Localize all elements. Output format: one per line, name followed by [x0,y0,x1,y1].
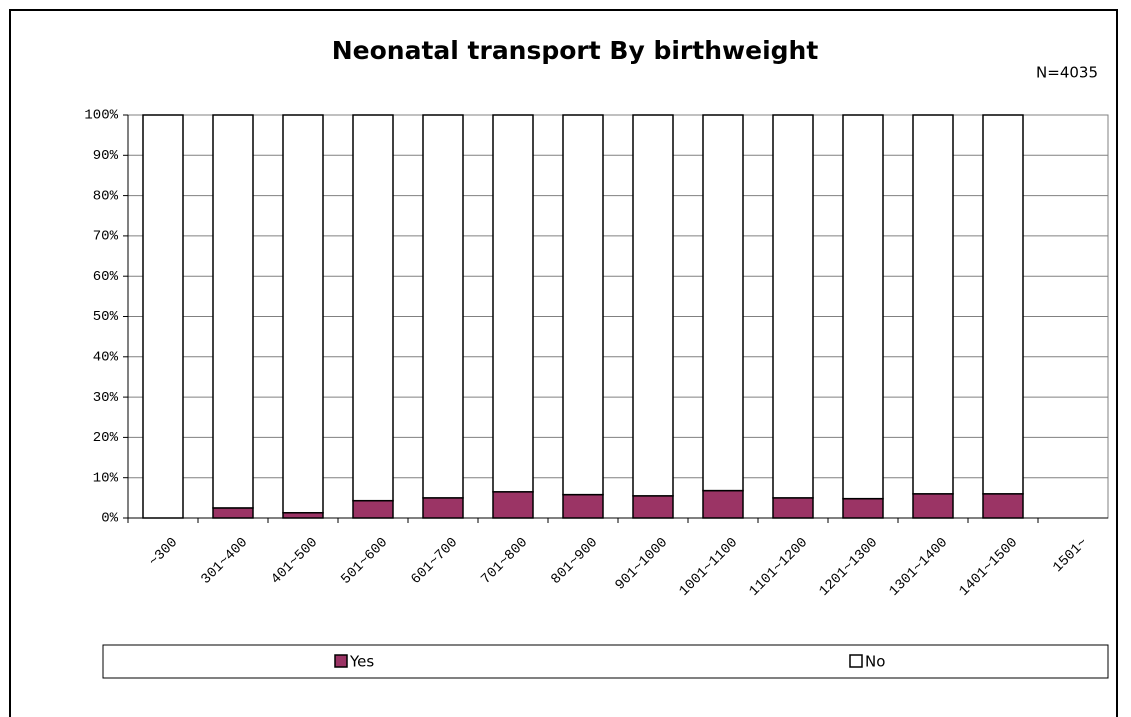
y-tick-label: 70% [93,229,119,245]
y-tick-label: 90% [93,148,119,164]
x-tick-label: 1501~ [1050,535,1091,576]
bar-segment [422,497,464,519]
bar-segment [282,114,324,514]
y-tick-label: 40% [93,350,119,366]
bar-segment [352,499,394,519]
chart-frame [9,9,1118,717]
bar-segment [912,114,954,495]
bar-segment [982,493,1024,519]
x-tick-label: 1001~1100 [676,535,741,600]
bar-segment [282,512,324,519]
x-tick-label: 901~1000 [612,535,671,594]
y-tick-label: 0% [101,511,118,527]
x-tick-label: 301~400 [198,535,251,588]
x-tick-label: ~300 [146,535,181,570]
x-tick-label: 701~800 [478,535,531,588]
y-tick-label: 50% [93,309,119,325]
x-tick-label: 601~700 [408,535,461,588]
chart-subtitle: N=4035 [1036,64,1098,82]
x-tick-label: 801~900 [548,535,601,588]
bar-segment [842,114,884,500]
legend-marker [849,654,863,668]
y-tick-label: 20% [93,430,119,446]
legend-label: No [865,653,885,671]
bar-segment [212,507,254,519]
bar-segment [702,489,744,519]
bar-segment [702,114,744,492]
x-tick-label: 1401~1500 [956,535,1021,600]
bar-segment [422,114,464,499]
x-tick-label: 1101~1200 [746,535,811,600]
bar-segment [562,114,604,496]
legend-marker [334,654,348,668]
legend-label: Yes [349,653,374,671]
y-tick-label: 80% [93,188,119,204]
x-tick-label: 1201~1300 [816,535,881,600]
bar-segment [562,493,604,519]
y-tick-label: 10% [93,470,119,486]
bar-segment [912,493,954,519]
bar-segment [632,114,674,497]
bar-segment [352,114,394,502]
x-tick-label: 501~600 [338,535,391,588]
bar-segment [842,497,884,519]
bar-segment [492,491,534,519]
bar-segment [772,497,814,519]
y-tick-label: 30% [93,390,119,406]
bar-segment [212,114,254,509]
bar-segment [142,114,184,519]
bar-segment [772,114,814,499]
x-tick-label: 401~500 [268,535,321,588]
bar-segment [632,495,674,519]
x-tick-label: 1301~1400 [886,535,951,600]
bar-segment [982,114,1024,495]
chart-title: Neonatal transport By birthweight [332,36,819,65]
legend-box [102,644,1109,679]
bar-segment [492,114,534,493]
y-tick-label: 100% [84,108,118,124]
y-tick-label: 60% [93,269,119,285]
